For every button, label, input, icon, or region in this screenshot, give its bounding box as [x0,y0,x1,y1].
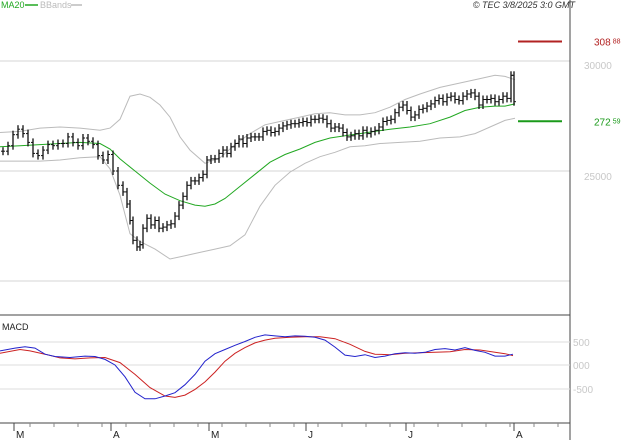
copyright-text: © TEC 3/8/2025 3:0 GMT [473,0,577,10]
price-marker-decimals: 88 [613,39,621,46]
y-tick-label: 30000 [584,61,612,72]
legend-ma20-label: MA20 [1,0,25,10]
x-tick-label: M [211,430,219,440]
price-marker-label: 272 59 [594,117,621,128]
macd-panel: MACD 500 000 -500 [0,322,593,400]
y-tick-label: 500 [573,338,590,349]
main-panel: 308 88 272 59 30000 25000 MA20 BBands © TEC… [0,0,621,282]
bbands-upper-line [0,74,516,164]
x-tick-label: J [408,430,413,440]
y-tick-label: 000 [573,361,590,372]
macd-panel-title: MACD [2,322,29,332]
x-tick-label: A [113,430,120,440]
y-tick-label: -500 [573,385,593,396]
bbands-lower-line [0,117,516,260]
x-tick-label: M [16,430,24,440]
price-marker-decimals: 59 [613,118,621,125]
y-tick-label: 25000 [584,172,612,183]
x-tick-label: J [308,430,313,440]
legend: MA20 BBands [1,0,82,10]
ma20-line [0,103,516,207]
price-marker-label: 308 88 [594,38,621,49]
macd-signal-line [0,336,514,398]
macd-line [0,334,514,400]
legend-bbands-label: BBands [40,0,72,10]
x-tick-label: A [516,430,523,440]
